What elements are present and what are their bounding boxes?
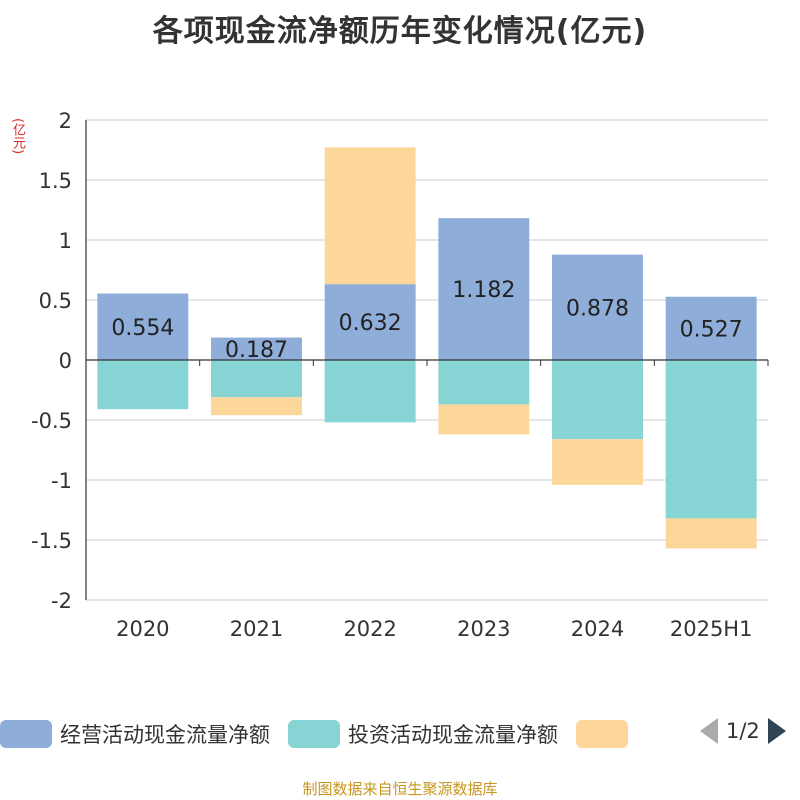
legend-page-indicator: 1/2: [726, 719, 760, 743]
x-tick-label: 2023: [457, 617, 510, 641]
legend-pager: 1/2: [700, 718, 786, 744]
y-axis-unit-label: (亿元): [10, 118, 25, 155]
bar-value-label: 0.554: [111, 316, 174, 341]
bar-segment-series-0: [324, 284, 416, 360]
x-tick-label: 2021: [230, 617, 283, 641]
bar-value-label: 0.187: [225, 338, 288, 363]
legend-swatch-financing: [576, 720, 628, 748]
legend-item-investing[interactable]: 投资活动现金流量净额: [288, 719, 558, 749]
bar-segment-series-1: [97, 360, 189, 410]
bar-value-label: 1.182: [452, 278, 515, 303]
y-tick-label: -2: [51, 589, 72, 613]
bar-segment-series-0: [438, 218, 530, 360]
bar-segment-series-1: [552, 360, 643, 440]
legend-swatch-operating: [0, 720, 52, 748]
y-tick-label: 0.5: [39, 289, 72, 313]
bar-segment-series-1: [665, 360, 757, 519]
legend-item-operating[interactable]: 经营活动现金流量净额: [0, 719, 270, 749]
bar-segment-series-1: [211, 360, 302, 398]
y-tick-label: 0: [59, 349, 72, 373]
source-note: 制图数据来自恒生聚源数据库: [302, 780, 498, 798]
bar-segment-series-2: [211, 397, 302, 416]
x-tick-label: 2024: [571, 617, 624, 641]
x-tick-label: 2022: [343, 617, 396, 641]
y-tick-label: -1.5: [31, 529, 72, 553]
legend-label-investing: 投资活动现金流量净额: [348, 723, 558, 747]
bar-value-label: 0.527: [680, 317, 743, 342]
bar-segment-series-1: [438, 360, 530, 405]
legend-label-operating: 经营活动现金流量净额: [60, 723, 270, 747]
bar-value-label: 0.632: [339, 311, 402, 336]
bar-segment-series-0: [665, 296, 757, 360]
y-tick-label: 1.5: [39, 169, 72, 193]
bar-segment-series-2: [665, 518, 757, 549]
bar-segment-series-0: [552, 254, 643, 360]
y-tick-label: 2: [59, 109, 72, 133]
legend-swatch-investing: [288, 720, 340, 748]
bar-segment-series-2: [438, 404, 530, 435]
chart-title: 各项现金流净额历年变化情况(亿元): [152, 14, 648, 49]
legend-item-financing[interactable]: [576, 720, 636, 748]
bar-segment-series-1: [324, 360, 416, 423]
legend: 经营活动现金流量净额 投资活动现金流量净额: [0, 716, 654, 752]
chart-area: -2 -1.5 -1 -0.5 0 0.5 1 1.5 2 0.554 2020 0.187 2021 0…: [31, 109, 769, 641]
bar-segment-series-2: [324, 147, 416, 285]
bar-segment-series-2: [552, 439, 643, 485]
legend-next-page-icon[interactable]: [767, 718, 786, 744]
x-tick-label: 2025H1: [670, 617, 753, 641]
legend-prev-page-icon[interactable]: [700, 718, 718, 744]
bar-segment-series-0: [211, 337, 302, 360]
y-tick-label: -1: [51, 469, 72, 493]
y-tick-label: 1: [59, 229, 72, 253]
bar-value-label: 0.878: [566, 296, 629, 321]
bar-segment-series-0: [97, 293, 189, 360]
x-tick-label: 2020: [116, 617, 169, 641]
y-tick-label: -0.5: [31, 409, 72, 433]
